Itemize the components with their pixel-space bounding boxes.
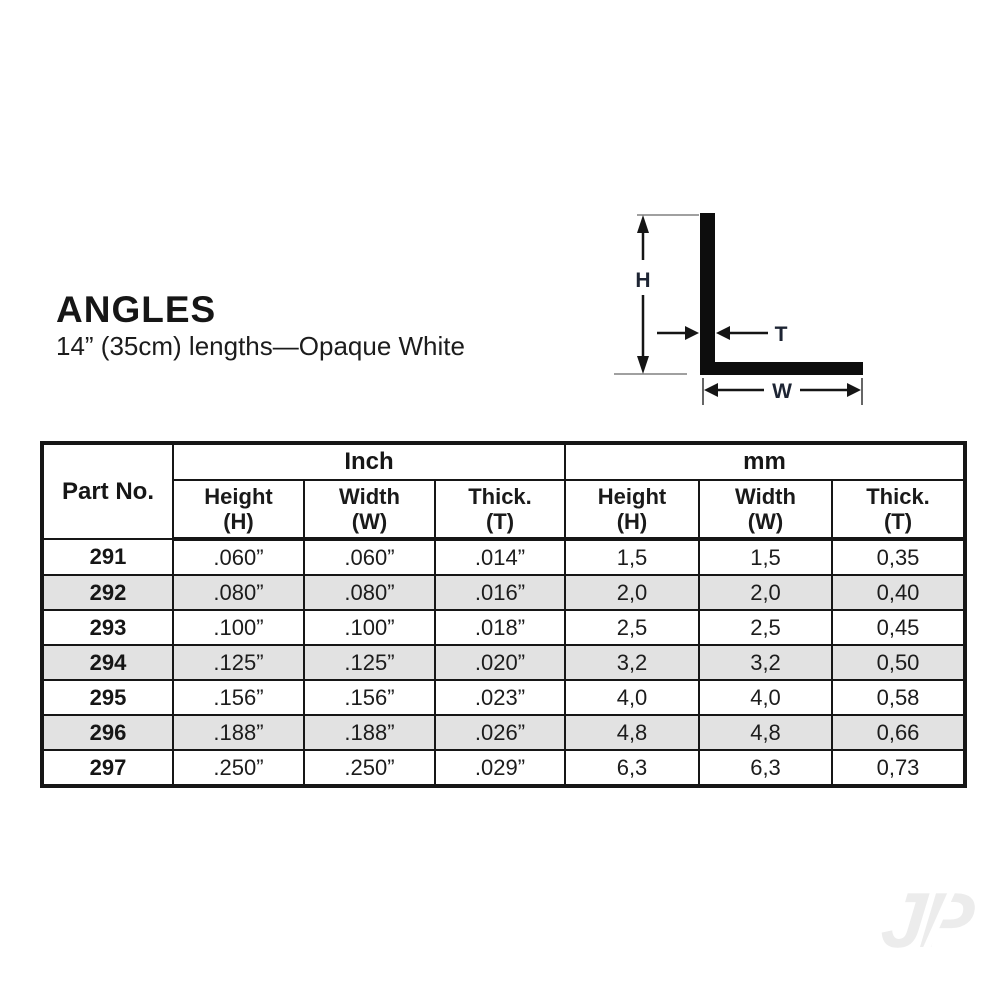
cell-inch-height: .100” [172, 609, 305, 646]
cell-part-no: 292 [41, 574, 174, 611]
cell-mm-thick: 0,66 [830, 714, 967, 751]
inch-section-header: Inch [172, 442, 566, 481]
cell-inch-height: .156” [172, 679, 305, 716]
cell-mm-thick: 0,40 [830, 574, 967, 611]
cell-part-no: 295 [41, 679, 174, 716]
cell-mm-width: 4,8 [698, 714, 833, 751]
mm-section-header: mm [563, 442, 967, 481]
cell-inch-height: .250” [172, 749, 305, 787]
angle-horizontal-leg [700, 362, 863, 375]
part-no-header: Part No. [41, 442, 174, 540]
angle-cross-section-diagram: H T W [614, 213, 863, 405]
mm-width-header: Width (W) [698, 479, 833, 541]
cell-mm-width: 2,0 [698, 574, 833, 611]
cell-inch-width: .125” [303, 644, 436, 681]
cell-mm-thick: 0,35 [830, 538, 967, 576]
cell-mm-width: 2,5 [698, 609, 833, 646]
cell-inch-thick: .020” [434, 644, 566, 681]
column-header-row: Height (H) Width (W) Thick. (T) Height (H) W… [42, 479, 967, 541]
table-row: 292.080” .080” .016” 2,0 2,0 0,40 [41, 574, 967, 611]
cell-mm-height: 4,0 [564, 679, 700, 716]
cell-inch-height: .080” [172, 574, 305, 611]
mm-height-header: Height (H) [564, 479, 700, 541]
table-body: 291.060” .060” .014” 1,5 1,5 0,35 292.080” .080… [41, 538, 967, 787]
inch-height-header: Height (H) [172, 479, 305, 541]
page-subtitle: 14” (35cm) lengths—Opaque White [56, 331, 465, 361]
table-row: 293.100” .100” .018” 2,5 2,5 0,45 [41, 609, 967, 646]
h-arrow-up-icon [637, 215, 649, 233]
cell-mm-height: 2,5 [564, 609, 700, 646]
cell-mm-width: 4,0 [698, 679, 833, 716]
cell-inch-height: .125” [172, 644, 305, 681]
cell-inch-width: .060” [303, 538, 436, 576]
table-row: 295.156” .156” .023” 4,0 4,0 0,58 [41, 679, 967, 716]
w-dimension-label: W [772, 380, 792, 403]
table-row: 297.250” .250” .029” 6,3 6,3 0,73 [41, 749, 967, 787]
cell-inch-thick: .018” [434, 609, 566, 646]
cell-inch-thick: .026” [434, 714, 566, 751]
jp-logo-watermark: JP [877, 873, 992, 992]
angle-vertical-leg [700, 213, 715, 375]
cell-inch-width: .156” [303, 679, 436, 716]
h-dimension-label: H [635, 269, 650, 292]
cell-part-no: 297 [41, 749, 174, 787]
w-arrow-right-icon [847, 383, 861, 397]
cell-inch-thick: .014” [434, 538, 566, 576]
cell-mm-width: 6,3 [698, 749, 833, 787]
h-arrow-down-icon [637, 356, 649, 374]
mm-thick-header: Thick. (T) [830, 479, 967, 541]
cell-mm-height: 2,0 [564, 574, 700, 611]
cell-inch-width: .080” [303, 574, 436, 611]
table-row: 294.125” .125” .020” 3,2 3,2 0,50 [41, 644, 967, 681]
cell-mm-height: 1,5 [564, 538, 700, 576]
cell-inch-height: .188” [172, 714, 305, 751]
cell-mm-width: 1,5 [698, 538, 833, 576]
t-arrow-left-icon [716, 326, 730, 340]
cell-inch-thick: .029” [434, 749, 566, 787]
cell-mm-thick: 0,45 [830, 609, 967, 646]
inch-width-header: Width (W) [303, 479, 436, 541]
cell-mm-height: 3,2 [564, 644, 700, 681]
cell-mm-height: 6,3 [564, 749, 700, 787]
watermark-slash [904, 873, 963, 992]
cell-part-no: 293 [41, 609, 174, 646]
page-title: ANGLES [56, 289, 217, 330]
cell-part-no: 296 [41, 714, 174, 751]
cell-inch-width: .100” [303, 609, 436, 646]
cell-mm-height: 4,8 [564, 714, 700, 751]
cell-part-no: 294 [41, 644, 174, 681]
table-row: 291.060” .060” .014” 1,5 1,5 0,35 [41, 538, 967, 576]
cell-part-no: 291 [41, 538, 174, 576]
t-arrow-right-icon [685, 326, 699, 340]
watermark-text: JP [877, 876, 975, 964]
units-header-row: Part No. Inch mm [41, 442, 967, 540]
cell-mm-thick: 0,73 [830, 749, 967, 787]
cell-mm-thick: 0,50 [830, 644, 967, 681]
inch-thick-header: Thick. (T) [434, 479, 566, 541]
cell-inch-height: .060” [172, 538, 305, 576]
spec-table: Part No. Inch mm Height (H) Width (W) Thic… [40, 441, 968, 788]
table-row: 296.188” .188” .026” 4,8 4,8 0,66 [41, 714, 967, 751]
cell-mm-width: 3,2 [698, 644, 833, 681]
cell-inch-width: .188” [303, 714, 436, 751]
cell-inch-thick: .016” [434, 574, 566, 611]
t-dimension-label: T [775, 323, 788, 346]
cell-mm-thick: 0,58 [830, 679, 967, 716]
cell-inch-thick: .023” [434, 679, 566, 716]
cell-inch-width: .250” [303, 749, 436, 787]
w-arrow-left-icon [704, 383, 718, 397]
